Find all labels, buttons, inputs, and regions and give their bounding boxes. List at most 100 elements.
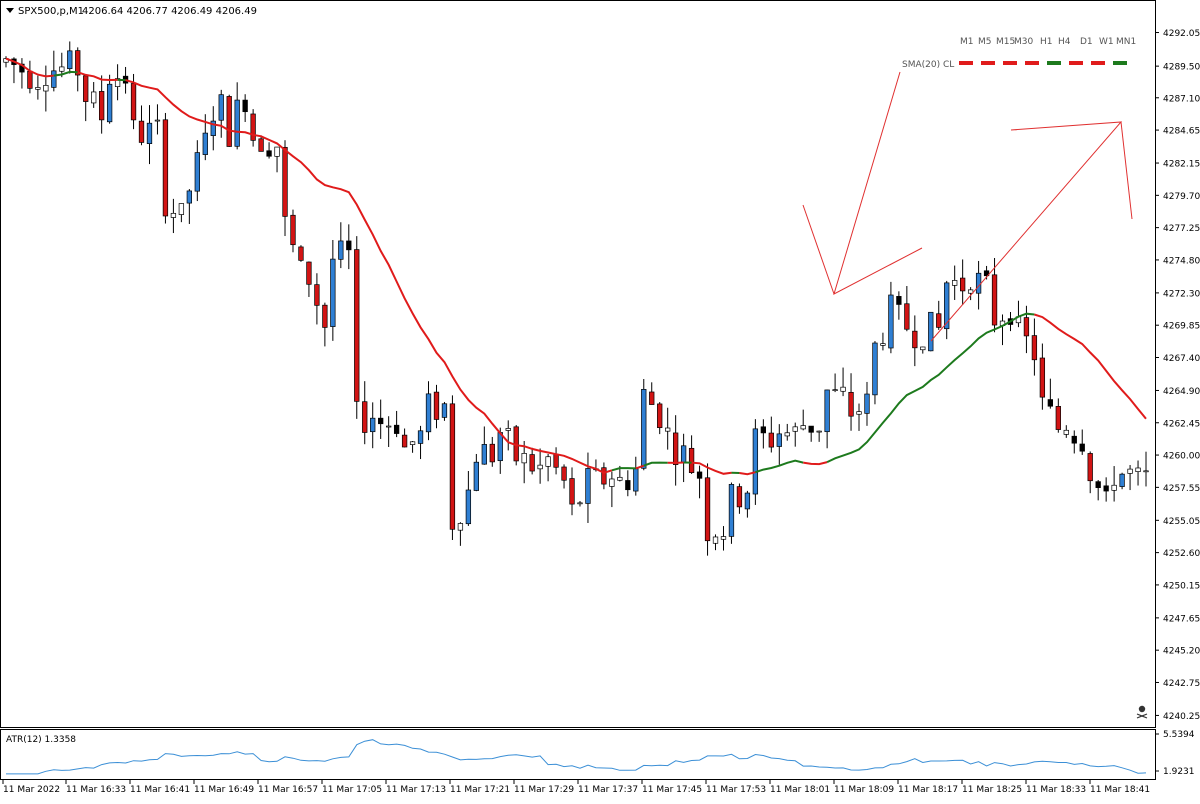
candle-body xyxy=(28,71,33,88)
candle-body xyxy=(729,484,734,536)
candle-body xyxy=(179,204,184,215)
price-tick-label: 4240.25 xyxy=(1163,712,1200,722)
candle-body xyxy=(362,402,367,433)
candle-body xyxy=(91,92,96,103)
candle-body xyxy=(641,389,646,468)
candle-body xyxy=(378,418,383,424)
candle-body xyxy=(530,455,535,471)
candle-body xyxy=(331,259,336,326)
candle-body xyxy=(554,454,559,467)
candle-body xyxy=(753,429,758,494)
sma-legend-label: SMA(20) CL xyxy=(902,60,954,70)
price-axis: 4292.054289.504287.104284.654282.154279.… xyxy=(1155,29,1200,722)
candle-body xyxy=(307,262,312,284)
candle-body xyxy=(522,453,527,462)
time-tick-label: 11 Mar 17:05 xyxy=(322,785,382,795)
price-tick-label: 4282.15 xyxy=(1163,160,1200,170)
candle-body xyxy=(865,394,870,413)
timeframe-d1-button[interactable]: D1 xyxy=(1080,37,1093,47)
candle-body xyxy=(219,95,224,121)
candle-body xyxy=(833,390,838,391)
candle-body xyxy=(346,241,351,250)
candle-body xyxy=(315,285,320,306)
candle-body xyxy=(1040,358,1045,397)
candle-body xyxy=(546,457,551,467)
ohlc-label: 4206.64 4206.77 4206.49 4206.49 xyxy=(82,6,257,17)
timeframe-m5-button[interactable]: M5 xyxy=(978,37,992,47)
price-tick-label: 4245.20 xyxy=(1163,647,1200,657)
candle-body xyxy=(626,480,631,489)
time-tick-label: 11 Mar 16:49 xyxy=(194,785,254,795)
candle-body xyxy=(920,347,925,350)
candle-body xyxy=(1048,400,1053,407)
candle-body xyxy=(67,51,72,69)
candle-body xyxy=(402,435,407,447)
timeframe-m1-button[interactable]: M1 xyxy=(960,37,974,47)
candle-body xyxy=(147,123,152,143)
candle-body xyxy=(410,442,415,445)
timeframe-m15-button[interactable]: M15 xyxy=(996,37,1015,47)
time-tick-label: 11 Mar 18:17 xyxy=(898,785,958,795)
timeframe-m30-button[interactable]: M30 xyxy=(1014,37,1033,47)
time-tick-label: 11 Mar 2022 xyxy=(3,785,60,795)
candle-body xyxy=(562,467,567,480)
candle-body xyxy=(809,426,814,432)
candle-body xyxy=(83,76,88,102)
candle-body xyxy=(633,469,638,491)
time-tick-label: 11 Mar 18:01 xyxy=(770,785,830,795)
candle-body xyxy=(721,537,726,540)
candle-body xyxy=(490,444,495,462)
price-tick-label: 4279.70 xyxy=(1163,192,1200,202)
candle-body xyxy=(817,431,822,432)
candle-body xyxy=(944,283,949,329)
candle-body xyxy=(657,404,662,428)
price-tick-label: 4269.85 xyxy=(1163,322,1200,332)
candle-body xyxy=(665,428,670,431)
time-tick-label: 11 Mar 16:57 xyxy=(258,785,318,795)
price-tick-label: 4247.65 xyxy=(1163,614,1200,624)
candle-body xyxy=(466,490,471,524)
timeframe-w1-button[interactable]: W1 xyxy=(1099,37,1114,47)
price-tick-label: 4274.80 xyxy=(1163,256,1200,266)
candle-body xyxy=(434,392,439,419)
candle-body xyxy=(570,479,575,505)
candle-body xyxy=(992,275,997,325)
candle-body xyxy=(602,468,607,484)
timeframe-mn1-button[interactable]: MN1 xyxy=(1116,37,1136,47)
candle-body xyxy=(187,191,192,203)
time-tick-label: 11 Mar 17:29 xyxy=(514,785,574,795)
candle-body xyxy=(1096,482,1101,488)
price-tick-label: 4252.60 xyxy=(1163,549,1200,559)
candle-body xyxy=(586,468,591,503)
timeframe-h4-button[interactable]: H4 xyxy=(1058,37,1071,47)
candle-body xyxy=(59,67,64,71)
candle-body xyxy=(905,304,910,329)
candle-body xyxy=(323,305,328,327)
candle-body xyxy=(107,84,112,122)
price-tick-label: 4292.05 xyxy=(1163,29,1200,39)
candle-body xyxy=(1024,318,1029,336)
timeframe-h1-button[interactable]: H1 xyxy=(1040,37,1053,47)
main-chart-frame xyxy=(1,1,1156,728)
candle-body xyxy=(681,446,686,463)
price-tick-label: 4242.75 xyxy=(1163,679,1200,689)
candle-body xyxy=(1080,444,1085,451)
candle-body xyxy=(538,465,543,469)
candle-body xyxy=(610,479,615,486)
candle-body xyxy=(354,250,359,402)
price-tick-label: 4267.40 xyxy=(1163,354,1200,364)
candle-body xyxy=(697,472,702,478)
candle-body xyxy=(370,418,375,431)
candle-body xyxy=(1144,471,1149,472)
candle-body xyxy=(889,295,894,348)
candle-body xyxy=(705,478,710,541)
candle-body xyxy=(283,147,288,216)
candle-body xyxy=(673,433,678,465)
candle-body xyxy=(482,444,487,464)
candle-body xyxy=(960,278,965,291)
candle-body xyxy=(936,314,941,328)
candle-body xyxy=(418,431,423,444)
candle-body xyxy=(426,394,431,432)
